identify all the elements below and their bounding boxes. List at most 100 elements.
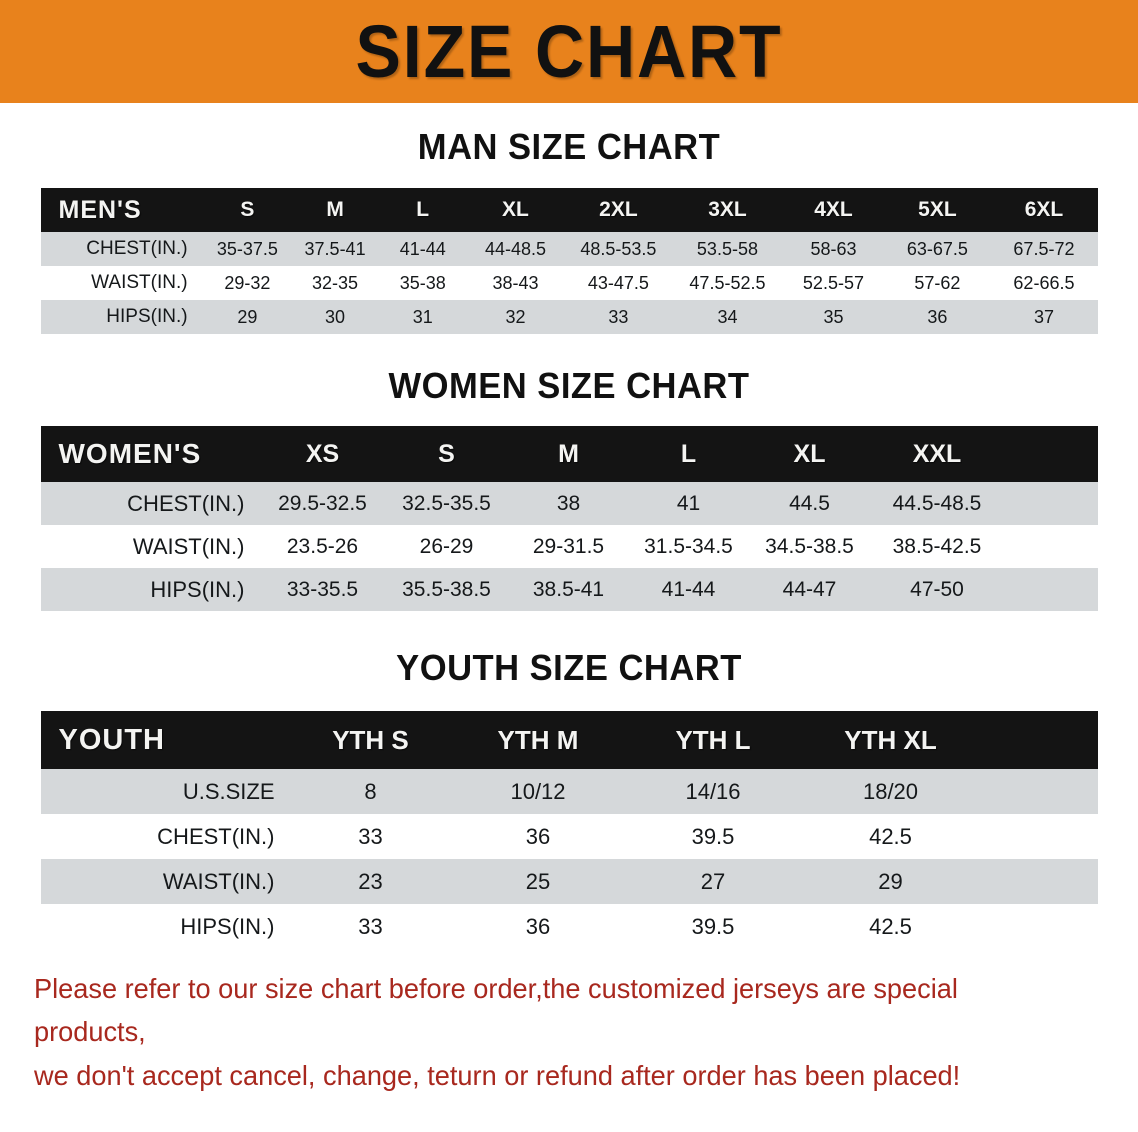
women-cell-1-1: 26-29 [419, 534, 474, 558]
man-row-label-0: CHEST(IN.) [86, 238, 188, 259]
man-cell-1-4: 43-47.5 [587, 272, 649, 293]
women-row-label-1: WAIST(IN.) [132, 533, 245, 559]
youth-col-head-0: YTH S [332, 724, 409, 755]
man-cell-1-8: 62-66.5 [1013, 272, 1075, 293]
youth-row-label-2: WAIST(IN.) [162, 868, 275, 894]
women-cell-2-1: 35.5-38.5 [402, 577, 491, 601]
youth-col-head-1: YTH M [497, 724, 579, 755]
youth-size-table: YOUTH YTH S YTH M YTH L YTH XL U.S.SIZE … [40, 711, 1098, 949]
header-banner: SIZE CHART [0, 0, 1138, 103]
man-cell-0-1: 37.5-41 [304, 238, 366, 259]
women-col-head-spacer [1004, 426, 1098, 482]
man-cell-0-6: 58-63 [810, 238, 857, 259]
man-cell-1-7: 57-62 [914, 272, 961, 293]
youth-col-head-3: YTH XL [844, 724, 937, 755]
women-cell-1-2: 29-31.5 [532, 534, 605, 558]
youth-cell-1-2: 39.5 [691, 823, 735, 849]
youth-cell-0-3: 18/20 [862, 778, 919, 804]
man-cell-1-0: 29-32 [224, 272, 271, 293]
women-cell-2-spacer [1004, 568, 1098, 611]
youth-cell-2-1: 25 [525, 868, 551, 894]
man-col-head-0: S [240, 198, 255, 221]
women-cell-0-5: 44.5-48.5 [892, 491, 982, 515]
women-col-head-2: M [558, 439, 579, 468]
women-col-head-4: XL [793, 439, 826, 468]
table-row: CHEST(IN.) 35-37.5 37.5-41 41-44 44-48.5… [40, 232, 1098, 266]
women-table-header-row: WOMEN'S XS S M L XL XXL [40, 426, 1098, 482]
man-col-head-7: 5XL [918, 198, 957, 221]
table-row: WAIST(IN.) 29-32 32-35 35-38 38-43 43-47… [40, 266, 1098, 300]
women-cell-0-spacer [1004, 482, 1098, 525]
man-cell-2-4: 33 [608, 306, 629, 327]
disclaimer-line-1: Please refer to our size chart before or… [34, 973, 958, 1048]
youth-table-header-row: YOUTH YTH S YTH M YTH L YTH XL [40, 711, 1098, 769]
man-table-header-row: MEN'S S M L XL 2XL 3XL 4XL 5XL 6XL [40, 188, 1098, 232]
man-col-head-1: M [326, 198, 344, 221]
youth-cell-2-0: 23 [358, 868, 383, 894]
women-col-head-0: XS [305, 439, 340, 468]
women-cell-1-0: 23.5-26 [286, 534, 359, 558]
man-cell-1-2: 35-38 [399, 272, 446, 293]
women-cell-2-2: 38.5-41 [532, 577, 605, 601]
man-cell-2-5: 34 [717, 306, 738, 327]
women-cell-1-4: 34.5-38.5 [765, 534, 854, 558]
youth-cell-0-spacer [981, 769, 1098, 814]
youth-cell-2-2: 27 [700, 868, 726, 894]
man-col-head-4: 2XL [599, 198, 638, 221]
man-cell-2-6: 35 [823, 306, 844, 327]
women-cell-1-5: 38.5-42.5 [892, 534, 982, 558]
women-cell-2-5: 47-50 [910, 577, 964, 601]
man-cell-1-6: 52.5-57 [802, 272, 864, 293]
man-col-head-3: XL [502, 198, 529, 221]
man-cell-0-4: 48.5-53.5 [580, 238, 657, 259]
youth-cell-0-2: 14/16 [685, 778, 741, 804]
man-cell-2-7: 36 [927, 306, 948, 327]
man-col-head-8: 6XL [1024, 198, 1064, 221]
youth-cell-0-1: 10/12 [510, 778, 566, 804]
man-cell-1-1: 32-35 [312, 272, 359, 293]
women-header-label: WOMEN'S [58, 438, 202, 469]
man-cell-0-2: 41-44 [399, 238, 446, 259]
youth-section-title: YOUTH SIZE CHART [396, 647, 742, 688]
women-cell-1-spacer [1004, 525, 1098, 568]
women-cell-0-3: 41 [676, 491, 701, 515]
man-row-label-1: WAIST(IN.) [91, 272, 188, 293]
man-col-head-2: L [416, 198, 430, 221]
man-cell-2-0: 29 [237, 306, 258, 327]
table-row: HIPS(IN.) 33-35.5 35.5-38.5 38.5-41 41-4… [40, 568, 1098, 611]
man-cell-2-3: 32 [505, 306, 526, 327]
youth-row-label-0: U.S.SIZE [182, 778, 275, 804]
women-row-label-2: HIPS(IN.) [150, 576, 245, 602]
table-row: U.S.SIZE 8 10/12 14/16 18/20 [40, 769, 1098, 814]
man-size-table: MEN'S S M L XL 2XL 3XL 4XL 5XL 6XL CHEST… [40, 188, 1098, 334]
page-title: SIZE CHART [355, 9, 783, 93]
table-row: CHEST(IN.) 33 36 39.5 42.5 [40, 814, 1098, 859]
man-cell-1-5: 47.5-52.5 [689, 272, 766, 293]
women-cell-0-4: 44.5 [789, 491, 830, 515]
man-cell-0-8: 67.5-72 [1013, 238, 1075, 259]
youth-cell-3-1: 36 [525, 913, 551, 939]
women-col-head-5: XXL [912, 439, 962, 468]
disclaimer-line-2: we don't accept cancel, change, teturn o… [34, 1059, 961, 1091]
man-row-label-2: HIPS(IN.) [106, 306, 188, 327]
youth-cell-1-0: 33 [358, 823, 383, 849]
women-col-head-1: S [438, 439, 455, 468]
table-row: WAIST(IN.) 23.5-26 26-29 29-31.5 31.5-34… [40, 525, 1098, 568]
table-row: CHEST(IN.) 29.5-32.5 32.5-35.5 38 41 44.… [40, 482, 1098, 525]
man-cell-0-7: 63-67.5 [906, 238, 968, 259]
youth-cell-2-spacer [981, 859, 1098, 904]
disclaimer-text: Please refer to our size chart before or… [34, 967, 1072, 1097]
man-cell-2-8: 37 [1033, 306, 1054, 327]
man-header-label: MEN'S [58, 195, 142, 224]
man-cell-0-3: 44-48.5 [484, 238, 546, 259]
table-row: WAIST(IN.) 23 25 27 29 [40, 859, 1098, 904]
man-col-head-5: 3XL [708, 198, 747, 221]
youth-col-head-2: YTH L [675, 724, 751, 755]
man-cell-2-1: 30 [325, 306, 346, 327]
women-col-head-3: L [680, 439, 697, 468]
man-section-title: MAN SIZE CHART [417, 126, 721, 167]
man-cell-0-5: 53.5-58 [696, 238, 758, 259]
women-cell-0-2: 38 [556, 491, 581, 515]
youth-cell-3-3: 42.5 [869, 913, 912, 939]
youth-cell-1-spacer [981, 814, 1098, 859]
